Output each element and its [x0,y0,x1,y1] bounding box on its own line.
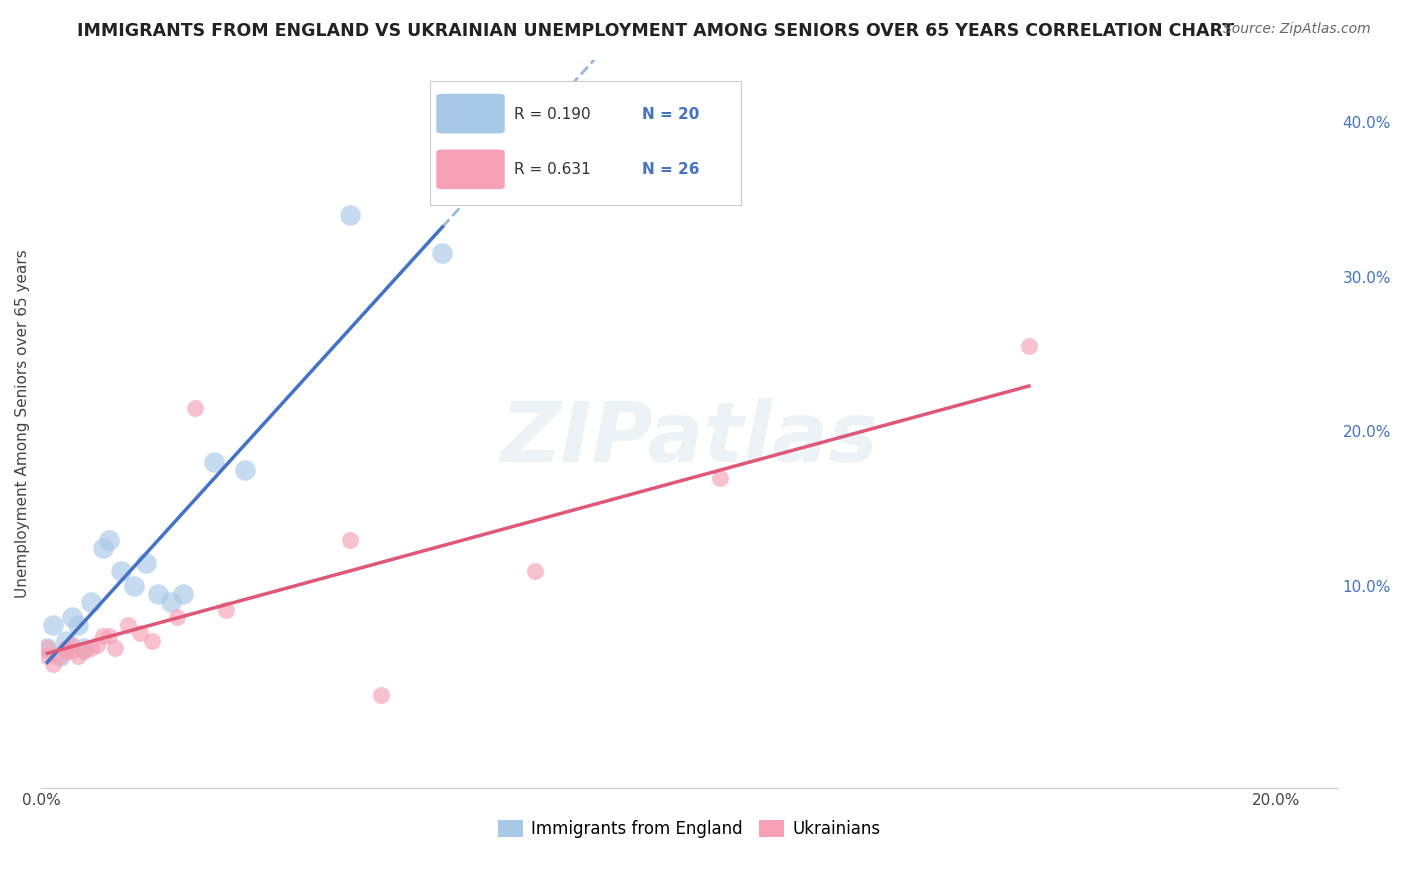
Point [67,618,90,632]
Point [215,602,238,616]
Point [148,587,170,601]
Point [48,649,70,664]
Point [104,641,127,656]
Text: ZIPatlas: ZIPatlas [501,398,879,479]
Point [98,533,121,547]
Point [48,649,70,664]
Point [184,401,207,416]
Point [233,463,256,477]
Point [370,688,392,702]
Point [67,649,90,664]
Point [42,618,65,632]
Point [55,641,77,656]
Point [128,626,150,640]
Point [709,471,731,485]
Point [60,610,83,624]
Point [79,595,101,609]
Point [432,246,454,260]
Point [60,638,83,652]
Point [339,533,361,547]
Point [110,564,132,578]
Point [122,579,145,593]
Point [117,618,139,632]
Point [37,641,59,656]
Point [42,657,65,671]
Point [91,541,114,555]
Point [79,641,101,656]
Point [55,633,77,648]
Point [159,595,181,609]
Point [1018,339,1040,353]
Point [73,641,96,656]
Point [166,610,188,624]
Point [98,629,121,643]
Legend: Immigrants from England, Ukrainians: Immigrants from England, Ukrainians [491,814,887,845]
Point [135,556,157,570]
Point [37,641,59,656]
Y-axis label: Unemployment Among Seniors over 65 years: Unemployment Among Seniors over 65 years [15,250,30,599]
Point [339,208,361,222]
Point [91,629,114,643]
Point [60,644,83,658]
Point [55,644,77,658]
Text: IMMIGRANTS FROM ENGLAND VS UKRAINIAN UNEMPLOYMENT AMONG SENIORS OVER 65 YEARS CO: IMMIGRANTS FROM ENGLAND VS UKRAINIAN UNE… [77,22,1234,40]
Point [524,564,547,578]
Point [202,455,225,469]
Point [73,644,96,658]
Point [86,638,108,652]
Point [37,649,59,664]
Point [172,587,194,601]
Point [141,633,163,648]
Text: Source: ZipAtlas.com: Source: ZipAtlas.com [1223,22,1371,37]
